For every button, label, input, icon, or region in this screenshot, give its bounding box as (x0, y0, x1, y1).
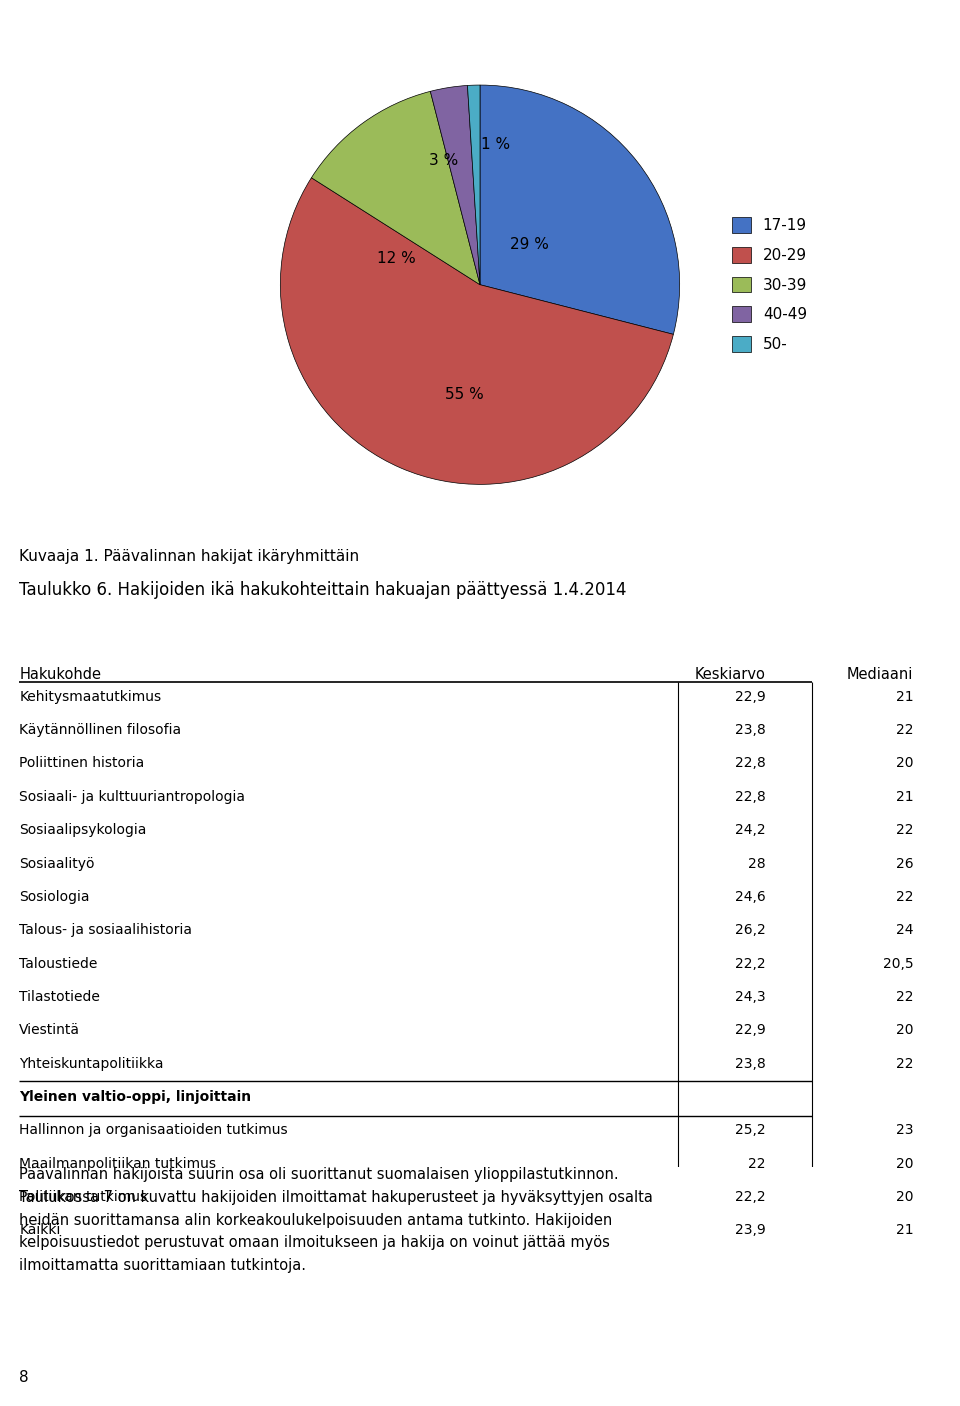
Text: 23,8: 23,8 (735, 1057, 766, 1070)
Text: 8: 8 (19, 1371, 29, 1385)
Text: 22: 22 (896, 890, 913, 904)
Text: Poliittinen historia: Poliittinen historia (19, 756, 144, 770)
Wedge shape (480, 84, 680, 335)
Text: Hallinnon ja organisaatioiden tutkimus: Hallinnon ja organisaatioiden tutkimus (19, 1123, 288, 1137)
Text: Yleinen valtio-oppi, linjoittain: Yleinen valtio-oppi, linjoittain (19, 1090, 252, 1104)
Text: Sosiaalipsykologia: Sosiaalipsykologia (19, 823, 147, 837)
Text: Taulukko 6. Hakijoiden ikä hakukohteittain hakuajan päättyessä 1.4.2014: Taulukko 6. Hakijoiden ikä hakukohteitta… (19, 581, 627, 599)
Text: 20: 20 (896, 756, 913, 770)
Text: 24,3: 24,3 (735, 990, 766, 1004)
Text: 22: 22 (896, 723, 913, 737)
Text: 24: 24 (896, 924, 913, 938)
Text: 25,2: 25,2 (735, 1123, 766, 1137)
Text: Yhteiskuntapolitiikka: Yhteiskuntapolitiikka (19, 1057, 164, 1070)
Text: 22,9: 22,9 (735, 690, 766, 704)
Text: 26: 26 (896, 856, 913, 870)
Text: 22,2: 22,2 (735, 1189, 766, 1204)
Text: 20: 20 (896, 1189, 913, 1204)
Wedge shape (430, 86, 480, 284)
Text: 22: 22 (896, 1057, 913, 1070)
Text: 20: 20 (896, 1024, 913, 1038)
Text: Maailmanpolitiikan tutkimus: Maailmanpolitiikan tutkimus (19, 1157, 216, 1171)
Text: Tilastotiede: Tilastotiede (19, 990, 100, 1004)
Text: 22,9: 22,9 (735, 1024, 766, 1038)
Text: 23,8: 23,8 (735, 723, 766, 737)
Text: Sosiaalityö: Sosiaalityö (19, 856, 95, 870)
Text: 20,5: 20,5 (882, 956, 913, 970)
Text: Päävalinnan hakijoista suurin osa oli suorittanut suomalaisen ylioppilastutkinno: Päävalinnan hakijoista suurin osa oli su… (19, 1167, 653, 1274)
Text: Taloustiede: Taloustiede (19, 956, 98, 970)
Text: Kuvaaja 1. Päävalinnan hakijat ikäryhmittäin: Kuvaaja 1. Päävalinnan hakijat ikäryhmit… (19, 548, 359, 564)
Text: 22,8: 22,8 (735, 756, 766, 770)
Text: 21: 21 (896, 690, 913, 704)
Text: Hakukohde: Hakukohde (19, 666, 101, 682)
Text: 3 %: 3 % (429, 153, 459, 169)
Text: Sosiaali- ja kulttuuriantropologia: Sosiaali- ja kulttuuriantropologia (19, 790, 245, 804)
Text: Viestintä: Viestintä (19, 1024, 81, 1038)
Text: Käytännöllinen filosofia: Käytännöllinen filosofia (19, 723, 181, 737)
Wedge shape (311, 91, 480, 284)
Text: 29 %: 29 % (511, 238, 549, 252)
Text: Mediaani: Mediaani (847, 666, 913, 682)
Text: 24,2: 24,2 (735, 823, 766, 837)
Text: 55 %: 55 % (444, 387, 484, 402)
Text: 23: 23 (896, 1123, 913, 1137)
Text: Kehitysmaatutkimus: Kehitysmaatutkimus (19, 690, 161, 704)
Text: 21: 21 (896, 1223, 913, 1237)
Text: 23,9: 23,9 (735, 1223, 766, 1237)
Text: 24,6: 24,6 (735, 890, 766, 904)
Text: 22,2: 22,2 (735, 956, 766, 970)
Text: 22: 22 (896, 990, 913, 1004)
Text: 12 %: 12 % (376, 252, 416, 266)
Text: 26,2: 26,2 (735, 924, 766, 938)
Text: Kaikki: Kaikki (19, 1223, 60, 1237)
Wedge shape (468, 84, 480, 284)
Text: Politiikan tutkimus: Politiikan tutkimus (19, 1189, 147, 1204)
Wedge shape (280, 177, 673, 484)
Text: 22,8: 22,8 (735, 790, 766, 804)
Text: Keskiarvo: Keskiarvo (695, 666, 766, 682)
Text: Talous- ja sosiaalihistoria: Talous- ja sosiaalihistoria (19, 924, 192, 938)
Text: 22: 22 (748, 1157, 766, 1171)
Text: 20: 20 (896, 1157, 913, 1171)
Text: 22: 22 (896, 823, 913, 837)
Text: 21: 21 (896, 790, 913, 804)
Text: Sosiologia: Sosiologia (19, 890, 89, 904)
Text: 28: 28 (748, 856, 766, 870)
Legend: 17-19, 20-29, 30-39, 40-49, 50-: 17-19, 20-29, 30-39, 40-49, 50- (728, 212, 812, 357)
Text: 1 %: 1 % (481, 138, 511, 152)
